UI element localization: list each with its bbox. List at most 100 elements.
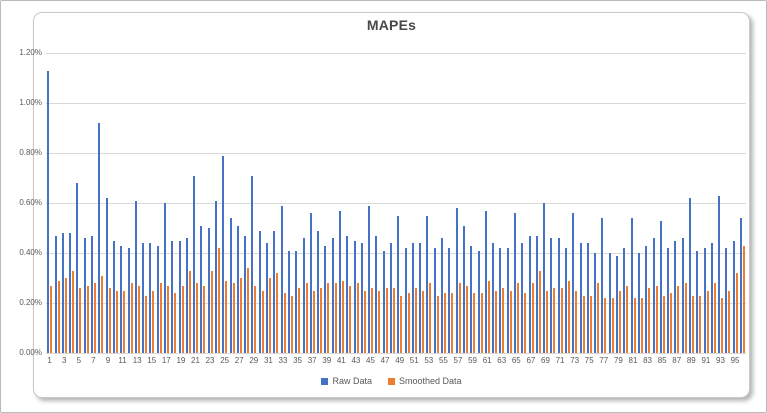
smoothed-data-bar bbox=[108, 288, 111, 353]
x-tick-label: 59 bbox=[468, 356, 478, 365]
x-tick-label: 29 bbox=[249, 356, 259, 365]
chart: MAPEs 1.20% 1.00% 0.80% 0.60% 0.40% 0.20% 0.00… bbox=[19, 12, 750, 398]
raw-data-bar bbox=[215, 200, 217, 353]
raw-data-bar bbox=[193, 175, 196, 353]
smoothed-data-bar bbox=[312, 290, 315, 353]
y-tick-label: 0.40% bbox=[19, 248, 42, 257]
smoothed-data-bar bbox=[626, 285, 629, 353]
raw-data-bar bbox=[550, 238, 553, 353]
smoothed-data-bar bbox=[677, 285, 680, 353]
smoothed-data-bar bbox=[429, 283, 432, 353]
x-tick-label: 17 bbox=[161, 356, 171, 365]
x-tick-label: 79 bbox=[613, 356, 623, 365]
x-tick-label: 21 bbox=[191, 356, 200, 365]
gridline bbox=[46, 153, 746, 154]
y-tick-label: 0.20% bbox=[19, 298, 42, 307]
legend-entry-raw-data: Raw Data bbox=[321, 376, 372, 386]
raw-data-bar bbox=[652, 238, 655, 353]
smoothed-data-bar bbox=[531, 283, 534, 353]
x-tick-label: 39 bbox=[322, 356, 332, 365]
smoothed-data-bar bbox=[79, 288, 82, 353]
raw-data-bar bbox=[222, 155, 225, 353]
raw-data-bar bbox=[287, 250, 290, 353]
raw-data-bar bbox=[251, 175, 254, 353]
raw-data-bar bbox=[696, 250, 699, 353]
raw-data-bar bbox=[156, 245, 159, 353]
gridline bbox=[46, 203, 746, 204]
raw-data-bar bbox=[616, 255, 619, 353]
x-tick-label: 55 bbox=[438, 356, 448, 365]
raw-data-bar bbox=[740, 218, 742, 353]
raw-data-bar bbox=[127, 248, 130, 353]
raw-data-bar bbox=[725, 248, 728, 353]
smoothed-data-bar bbox=[516, 283, 519, 353]
smoothed-data-bar bbox=[509, 290, 512, 353]
raw-data-bar bbox=[207, 228, 210, 353]
raw-data-bar bbox=[703, 248, 706, 353]
x-tick-label: 35 bbox=[293, 356, 303, 365]
smoothed-data-bar bbox=[356, 283, 359, 353]
smoothed-data-bar bbox=[327, 283, 330, 353]
raw-data-bar bbox=[244, 235, 247, 353]
raw-data-bar bbox=[411, 243, 414, 353]
smoothed-data-bar bbox=[298, 288, 301, 353]
smoothed-data-bar bbox=[436, 295, 439, 353]
raw-data-bar bbox=[513, 213, 516, 353]
raw-data-bar bbox=[149, 243, 152, 353]
smoothed-data-bar bbox=[546, 290, 549, 353]
smoothed-data-bar bbox=[247, 268, 250, 353]
raw-data-bar bbox=[83, 238, 86, 353]
x-tick-label: 89 bbox=[686, 356, 696, 365]
raw-data-bar bbox=[484, 210, 487, 353]
smoothed-data-bar bbox=[655, 285, 658, 353]
raw-data-bar bbox=[441, 238, 444, 353]
x-tick-label: 13 bbox=[132, 356, 142, 365]
x-tick-label: 53 bbox=[424, 356, 434, 365]
x-tick-label: 33 bbox=[278, 356, 288, 365]
legend-label-raw-data: Raw Data bbox=[332, 376, 372, 386]
x-tick-label: 91 bbox=[701, 356, 711, 365]
x-tick-label: 11 bbox=[118, 356, 127, 365]
x-tick-label: 41 bbox=[336, 356, 346, 365]
smoothed-data-bar bbox=[589, 295, 592, 353]
raw-data-bar bbox=[645, 245, 648, 353]
smoothed-data-bar bbox=[502, 288, 505, 353]
raw-data-bar bbox=[521, 243, 524, 353]
raw-data-bar bbox=[54, 235, 57, 353]
smoothed-data-bar bbox=[713, 283, 716, 353]
raw-data-bar bbox=[492, 243, 495, 353]
smoothed-data-bar bbox=[735, 273, 738, 353]
smoothed-data-bar bbox=[254, 285, 257, 353]
x-tick-label: 9 bbox=[105, 356, 111, 365]
raw-data-bar bbox=[309, 213, 312, 353]
raw-data-bar bbox=[353, 240, 356, 353]
x-tick-label: 45 bbox=[366, 356, 375, 365]
raw-data-bar bbox=[601, 218, 604, 353]
x-tick-label: 7 bbox=[91, 356, 96, 365]
x-tick-label: 47 bbox=[380, 356, 390, 365]
smoothed-data-bar bbox=[611, 298, 614, 353]
legend-label-smoothed-data: Smoothed Data bbox=[398, 376, 462, 386]
raw-data-bar bbox=[105, 198, 108, 353]
smoothed-data-bar bbox=[261, 290, 264, 353]
raw-data-bar bbox=[543, 203, 546, 353]
smoothed-data-bar bbox=[538, 270, 541, 353]
raw-data-bar bbox=[266, 243, 269, 353]
raw-data-bar bbox=[200, 225, 203, 353]
smoothed-data-bar bbox=[582, 295, 585, 353]
smoothed-data-bar bbox=[166, 285, 169, 353]
smoothed-data-bar bbox=[524, 293, 527, 353]
smoothed-data-bar bbox=[101, 275, 104, 353]
smoothed-data-bar bbox=[575, 290, 578, 353]
x-tick-label: 43 bbox=[351, 356, 361, 365]
smoothed-data-bar bbox=[691, 295, 694, 353]
raw-data-bar bbox=[535, 235, 538, 353]
x-axis-line bbox=[46, 353, 746, 354]
plot-area: 1.20% 1.00% 0.80% 0.60% 0.40% 0.20% 0.00% bbox=[19, 49, 746, 357]
raw-data-bar bbox=[317, 230, 320, 353]
smoothed-data-bar bbox=[640, 298, 643, 353]
x-tick-label: 3 bbox=[61, 356, 67, 365]
smoothed-data-bar bbox=[414, 288, 417, 353]
x-tick-label: 49 bbox=[395, 356, 405, 365]
smoothed-data-bar bbox=[239, 278, 242, 353]
